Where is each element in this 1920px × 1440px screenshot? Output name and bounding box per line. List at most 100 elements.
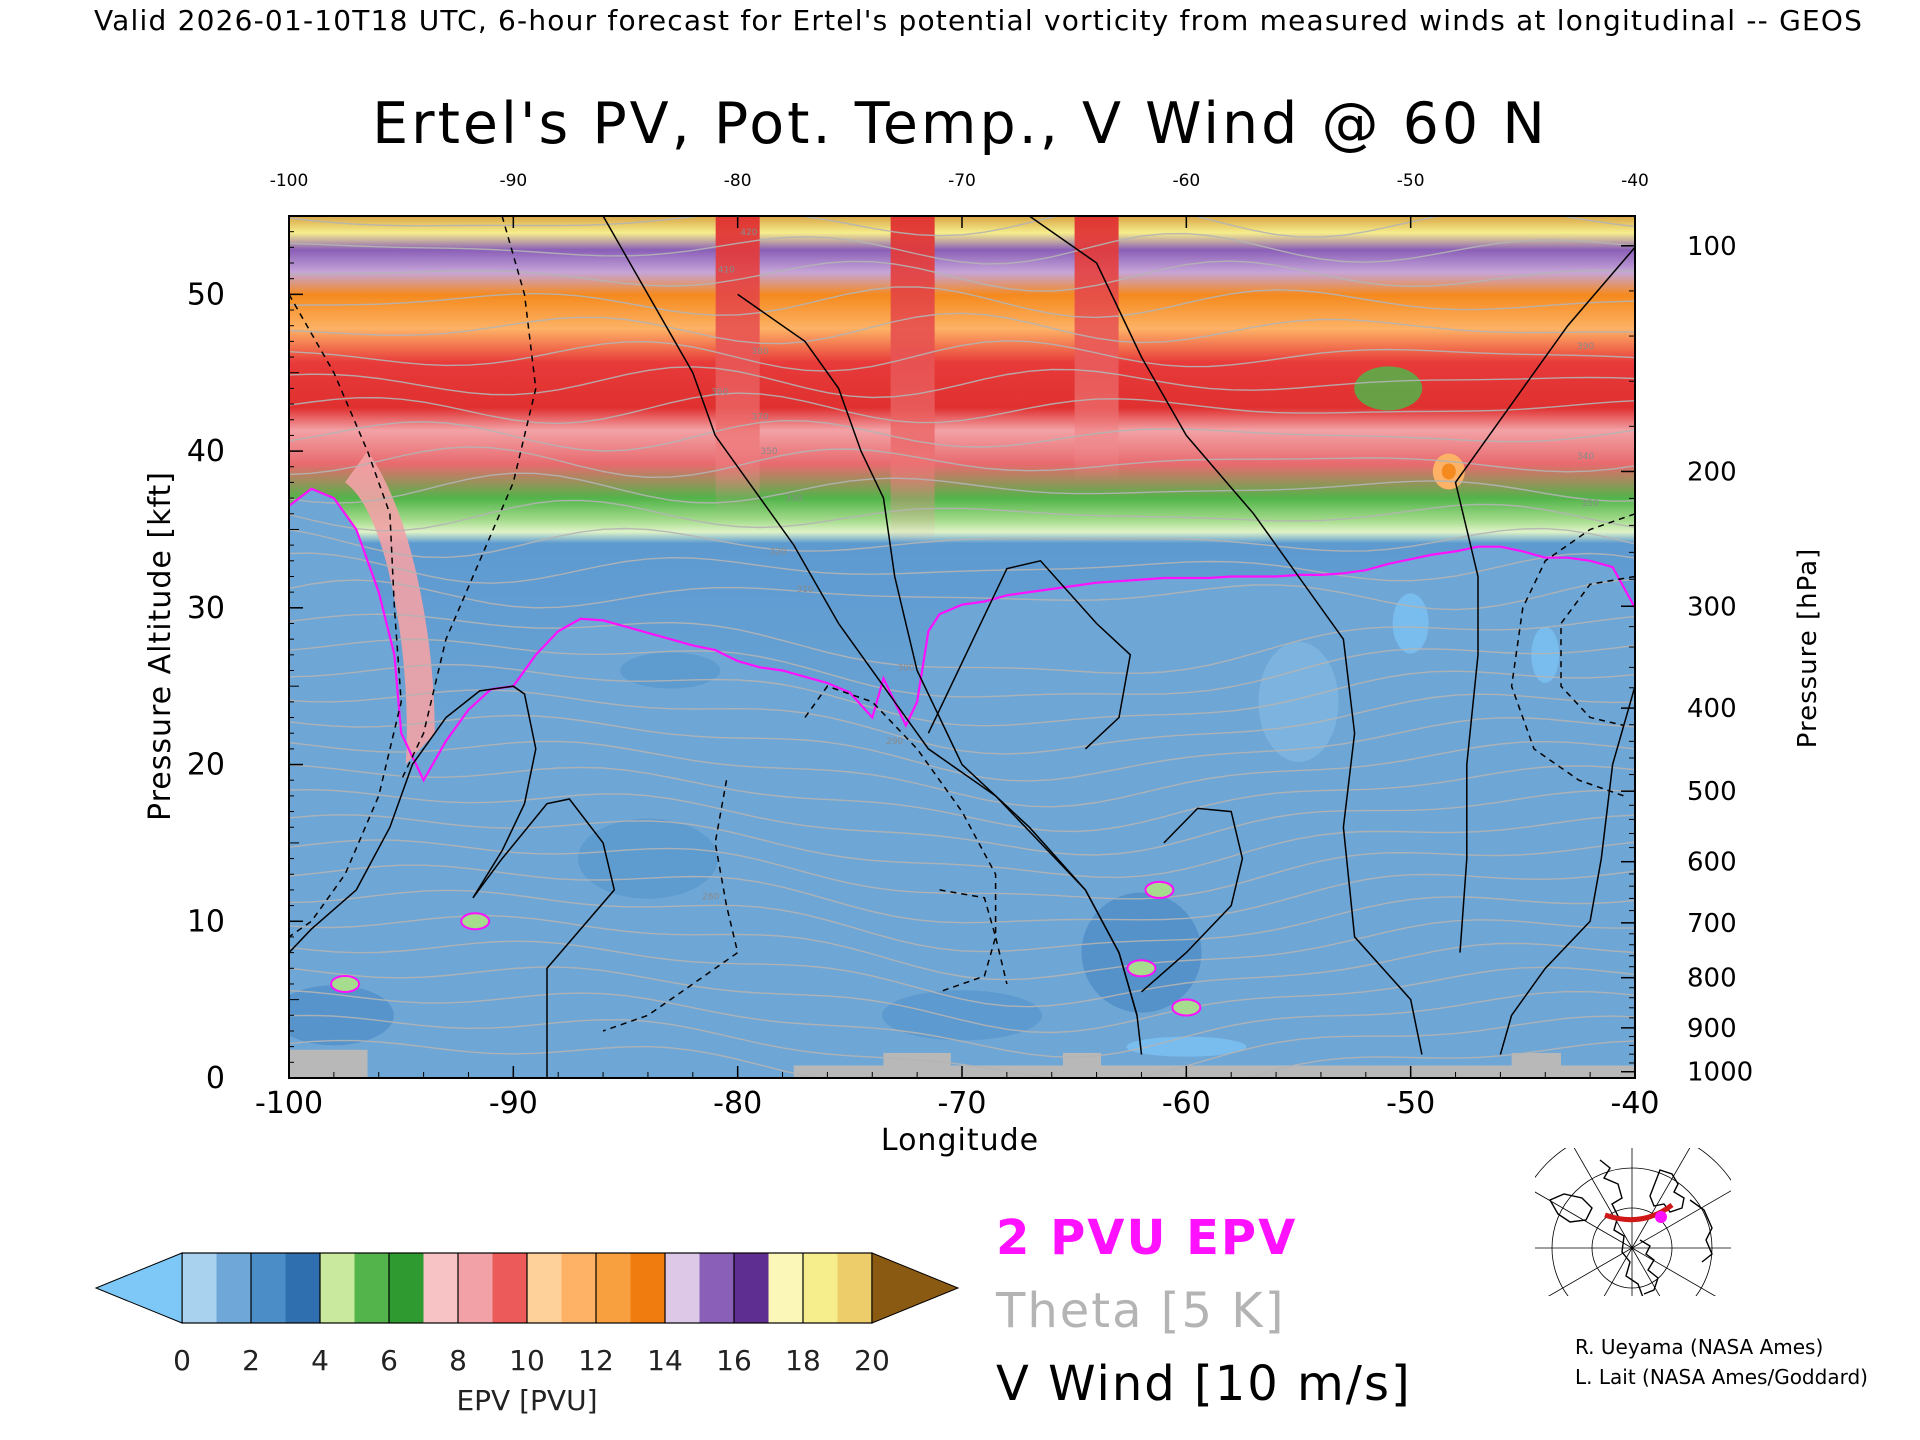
colorbar-bin — [665, 1253, 700, 1323]
chart-title: Ertel's PV, Pot. Temp., V Wind @ 60 N — [372, 91, 1548, 157]
legend: 2 PVU EPV Theta [5 K] V Wind [10 m/s] — [995, 1210, 1410, 1412]
colorbar-label: EPV [PVU] — [456, 1384, 597, 1417]
theta-contour-label: 350 — [760, 447, 777, 457]
y-right-tick-label: 800 — [1687, 964, 1737, 994]
x-top-tick-label: -60 — [1172, 171, 1200, 191]
colorbar-tick-label: 14 — [647, 1344, 683, 1377]
vwind-negative-contour — [1510, 513, 1635, 797]
theta-isentrope — [289, 966, 1635, 1034]
theta-isentrope — [289, 940, 1635, 1008]
theta-isentrope — [289, 472, 1635, 504]
pv-shade-patch — [882, 990, 1042, 1041]
y-tick-label: 0 — [206, 1061, 225, 1096]
colorbar-bin — [423, 1253, 459, 1323]
plot-area: 420 410 380 360 370 350 330 320 310 300 290 280 390 3… — [288, 215, 1636, 1079]
theta-isentrope — [289, 578, 1635, 611]
x-tick-label: -100 — [255, 1086, 323, 1121]
y-right-tick-label: 100 — [1687, 232, 1737, 262]
vwind-positive-contour — [1499, 685, 1635, 1055]
meridian-line — [1548, 1247, 1633, 1296]
y-tick-label: 40 — [187, 434, 225, 469]
theta-contour-label: 390 — [1577, 342, 1594, 352]
x-axis-label: Longitude — [881, 1123, 1039, 1158]
theta-isentrope — [289, 392, 1635, 425]
colorbar-bin — [734, 1253, 769, 1323]
theta-isentrope — [289, 366, 1635, 399]
theta-contour-label: 330 — [785, 494, 802, 504]
terrain-mask — [289, 1049, 368, 1078]
vwind-positive-contour — [1141, 807, 1244, 993]
pv-2pvu-blob — [330, 974, 361, 993]
tropopause-fold — [345, 451, 435, 765]
y-right-tick-label: 500 — [1687, 777, 1737, 807]
theta-isentrope — [289, 989, 1635, 1058]
theta-isentrope — [289, 914, 1635, 981]
theta-isentrope — [289, 1014, 1635, 1078]
x-top-tick-label: -80 — [724, 171, 752, 191]
x-tick-label: -50 — [1386, 1086, 1435, 1121]
vwind-positive-contour — [1454, 246, 1635, 953]
colorbar-bin — [251, 1253, 286, 1323]
y-right-tick-label: 400 — [1687, 694, 1737, 724]
colorbar-under-arrow — [94, 1252, 183, 1324]
stratosphere-pv-fill — [289, 216, 1635, 781]
y-tick-label: 30 — [187, 591, 225, 626]
pv-shade-patch — [1258, 641, 1339, 762]
meridian-line — [1603, 1247, 1633, 1296]
x-tick-label: -90 — [489, 1086, 538, 1121]
meridian-line — [1631, 1148, 1691, 1249]
colorbar-bin — [354, 1253, 390, 1323]
pv-2pvu-blob — [1144, 880, 1175, 899]
colorbar-bin — [216, 1253, 252, 1323]
pv-intrusion-band — [890, 216, 935, 546]
theta-isentrope — [289, 1039, 1635, 1078]
y-right-tick-label: 600 — [1687, 848, 1737, 878]
theta-contours: 420 410 380 360 370 350 330 320 310 300 290 280 390 3… — [289, 216, 1635, 1078]
theta-contour-label: 410 — [718, 265, 735, 275]
y-right-tick-label: 300 — [1687, 592, 1737, 622]
theta-isentrope — [289, 312, 1635, 345]
x-tick-label: -40 — [1611, 1086, 1660, 1121]
valid-time-header: Valid 2026-01-10T18 UTC, 6-hour forecast… — [94, 4, 1863, 37]
theta-isentrope — [289, 889, 1635, 953]
coastline — [1549, 1159, 1713, 1296]
meridian-line — [1631, 1247, 1716, 1296]
theta-contour-label: 300 — [897, 664, 914, 674]
theta-isentrope — [289, 527, 1635, 559]
vwind-positive-contour — [927, 559, 1132, 750]
x-top-tick-label: -100 — [270, 171, 309, 191]
x-top-tick-label: -70 — [948, 171, 976, 191]
colorbar-bin — [596, 1253, 631, 1323]
colorbar-bin — [630, 1253, 666, 1323]
pv-shade-patch — [1126, 1036, 1247, 1057]
theta-isentrope — [289, 260, 1635, 292]
x-tick-label: -60 — [1162, 1086, 1211, 1121]
vwind-positive-contour — [737, 293, 1138, 1016]
theta-contour-label: 380 — [752, 347, 769, 357]
colorbar-bin — [699, 1253, 735, 1323]
y-axis-label-right: Pressure [hPa] — [1793, 548, 1823, 749]
colorbar-tick-label: 8 — [449, 1344, 467, 1377]
theta-isentrope — [289, 638, 1635, 698]
y-right-tick-label: 200 — [1687, 457, 1737, 487]
theta-isentrope — [289, 689, 1635, 755]
terrain-mask — [793, 1065, 1635, 1078]
meridian-line — [1631, 1247, 1661, 1296]
pv-2pvu-blob — [460, 912, 491, 931]
y-right-tick-label: 700 — [1687, 909, 1737, 939]
vwind-positive-contour — [1028, 216, 1423, 1055]
theta-isentrope — [289, 714, 1635, 782]
credit-line-2: L. Lait (NASA Ames/Goddard) — [1575, 1365, 1868, 1389]
theta-isentrope — [289, 740, 1635, 808]
pv-intrusion-band — [715, 216, 760, 514]
colorbar-tick-label: 4 — [311, 1344, 329, 1377]
x-top-tick-label: -40 — [1621, 171, 1649, 191]
inset-map — [1535, 1148, 1731, 1296]
credit-line-1: R. Ueyama (NASA Ames) — [1575, 1335, 1823, 1359]
x-tick-label: -80 — [713, 1086, 762, 1121]
theta-contour-label: 290 — [886, 737, 903, 747]
colorbar: 0 2 4 6 8 10 12 14 16 18 20 — [94, 1252, 960, 1377]
theta-contour-label: 310 — [796, 585, 813, 595]
vwind-positive-contour — [289, 685, 537, 954]
